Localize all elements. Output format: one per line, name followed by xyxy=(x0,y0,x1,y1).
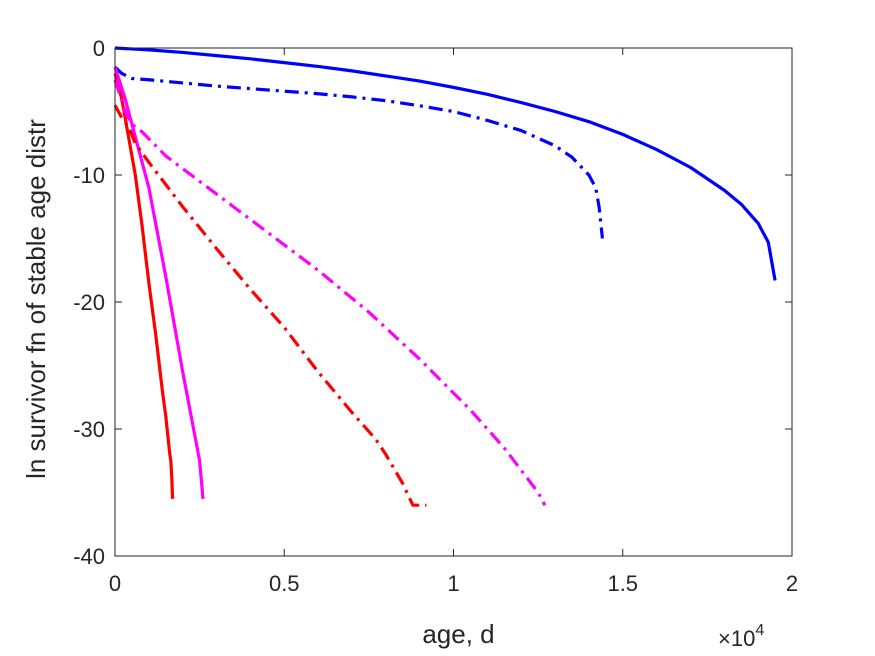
y-tick-label: -20 xyxy=(73,290,105,315)
x-axis-exponent-base: ×10 xyxy=(718,626,755,651)
series-group xyxy=(113,46,777,507)
axes-box xyxy=(114,47,793,557)
x-tick-label: 0.5 xyxy=(269,571,300,596)
y-axis-label: ln survivor fn of stable age distr xyxy=(21,119,51,479)
series-line-3 xyxy=(113,72,175,499)
series-line-1 xyxy=(114,46,777,281)
y-tick-label: -40 xyxy=(73,544,105,569)
x-tick-label: 1.5 xyxy=(607,571,638,596)
y-tick-label: -10 xyxy=(73,163,105,188)
x-axis-label: age, d xyxy=(422,619,494,649)
tick-labels: 0 0.5 1 1.5 2 0 -10 -20 -30 -40 xyxy=(73,36,798,596)
y-tick-label: -30 xyxy=(73,417,105,442)
y-tick-label: 0 xyxy=(93,36,105,61)
x-tick-label: 0 xyxy=(109,571,121,596)
x-tick-label: 2 xyxy=(786,571,798,596)
x-tick-label: 1 xyxy=(447,571,459,596)
x-axis-exponent-power: 4 xyxy=(755,622,764,639)
series-line-4 xyxy=(113,66,205,499)
x-axis-exponent: ×104 xyxy=(718,622,764,651)
plot-area xyxy=(115,48,792,556)
series-line-6 xyxy=(113,79,547,506)
series-line-5 xyxy=(113,104,427,507)
